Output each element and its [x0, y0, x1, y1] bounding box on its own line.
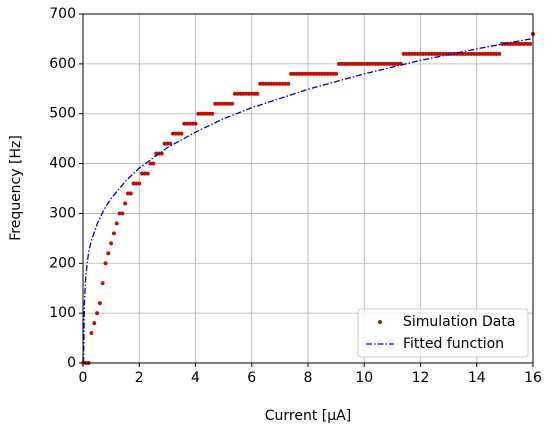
legend-marker: [378, 320, 382, 324]
data-point: [255, 91, 260, 96]
data-point: [120, 211, 125, 216]
data-point: [286, 81, 291, 86]
data-point: [179, 131, 184, 136]
x-tick-label: 12: [412, 370, 430, 386]
data-point: [137, 181, 142, 186]
data-point: [528, 41, 533, 46]
data-point: [95, 311, 100, 316]
x-tick-label: 4: [191, 370, 200, 386]
data-point: [145, 171, 150, 176]
x-tick-label: 16: [524, 370, 542, 386]
data-point: [92, 321, 97, 326]
x-axis-label: Current [µA]: [265, 408, 351, 424]
x-tick-label: 8: [304, 370, 313, 386]
data-point: [168, 141, 173, 146]
y-tick-label: 300: [49, 205, 76, 221]
data-point: [109, 241, 114, 246]
data-point: [334, 71, 339, 76]
data-point: [114, 221, 119, 226]
x-tick-label: 14: [468, 370, 486, 386]
data-point: [230, 101, 235, 106]
data-point: [97, 301, 102, 306]
fit-line: [82, 37, 534, 364]
y-tick-label: 500: [49, 106, 76, 122]
data-point: [89, 331, 94, 336]
data-point: [497, 51, 502, 56]
data-point: [100, 281, 105, 286]
y-tick-label: 400: [49, 156, 76, 172]
plot-frame: [82, 13, 534, 364]
y-tick-label: 200: [49, 255, 76, 271]
y-axis-label: Frequency [Hz]: [8, 135, 24, 241]
legend: Simulation Data Fitted function: [357, 308, 529, 358]
data-point: [111, 231, 116, 236]
y-tick-label: 600: [49, 56, 76, 72]
legend-label: Simulation Data: [403, 314, 515, 330]
data-point: [193, 121, 198, 126]
data-point: [103, 261, 108, 266]
legend-label: Fitted function: [403, 336, 504, 352]
data-point: [151, 161, 156, 166]
data-point: [128, 191, 133, 196]
y-tick-label: 100: [49, 305, 76, 321]
x-tick-label: 2: [135, 370, 144, 386]
data-point: [123, 201, 128, 206]
legend-box: [357, 308, 529, 358]
x-tick-label: 0: [79, 370, 88, 386]
y-tick-label: 700: [49, 6, 76, 22]
x-tick-label: 10: [355, 370, 373, 386]
data-point: [106, 251, 111, 256]
x-tick-label: 6: [247, 370, 256, 386]
y-tick-label: 0: [67, 355, 76, 371]
data-point: [210, 111, 215, 116]
